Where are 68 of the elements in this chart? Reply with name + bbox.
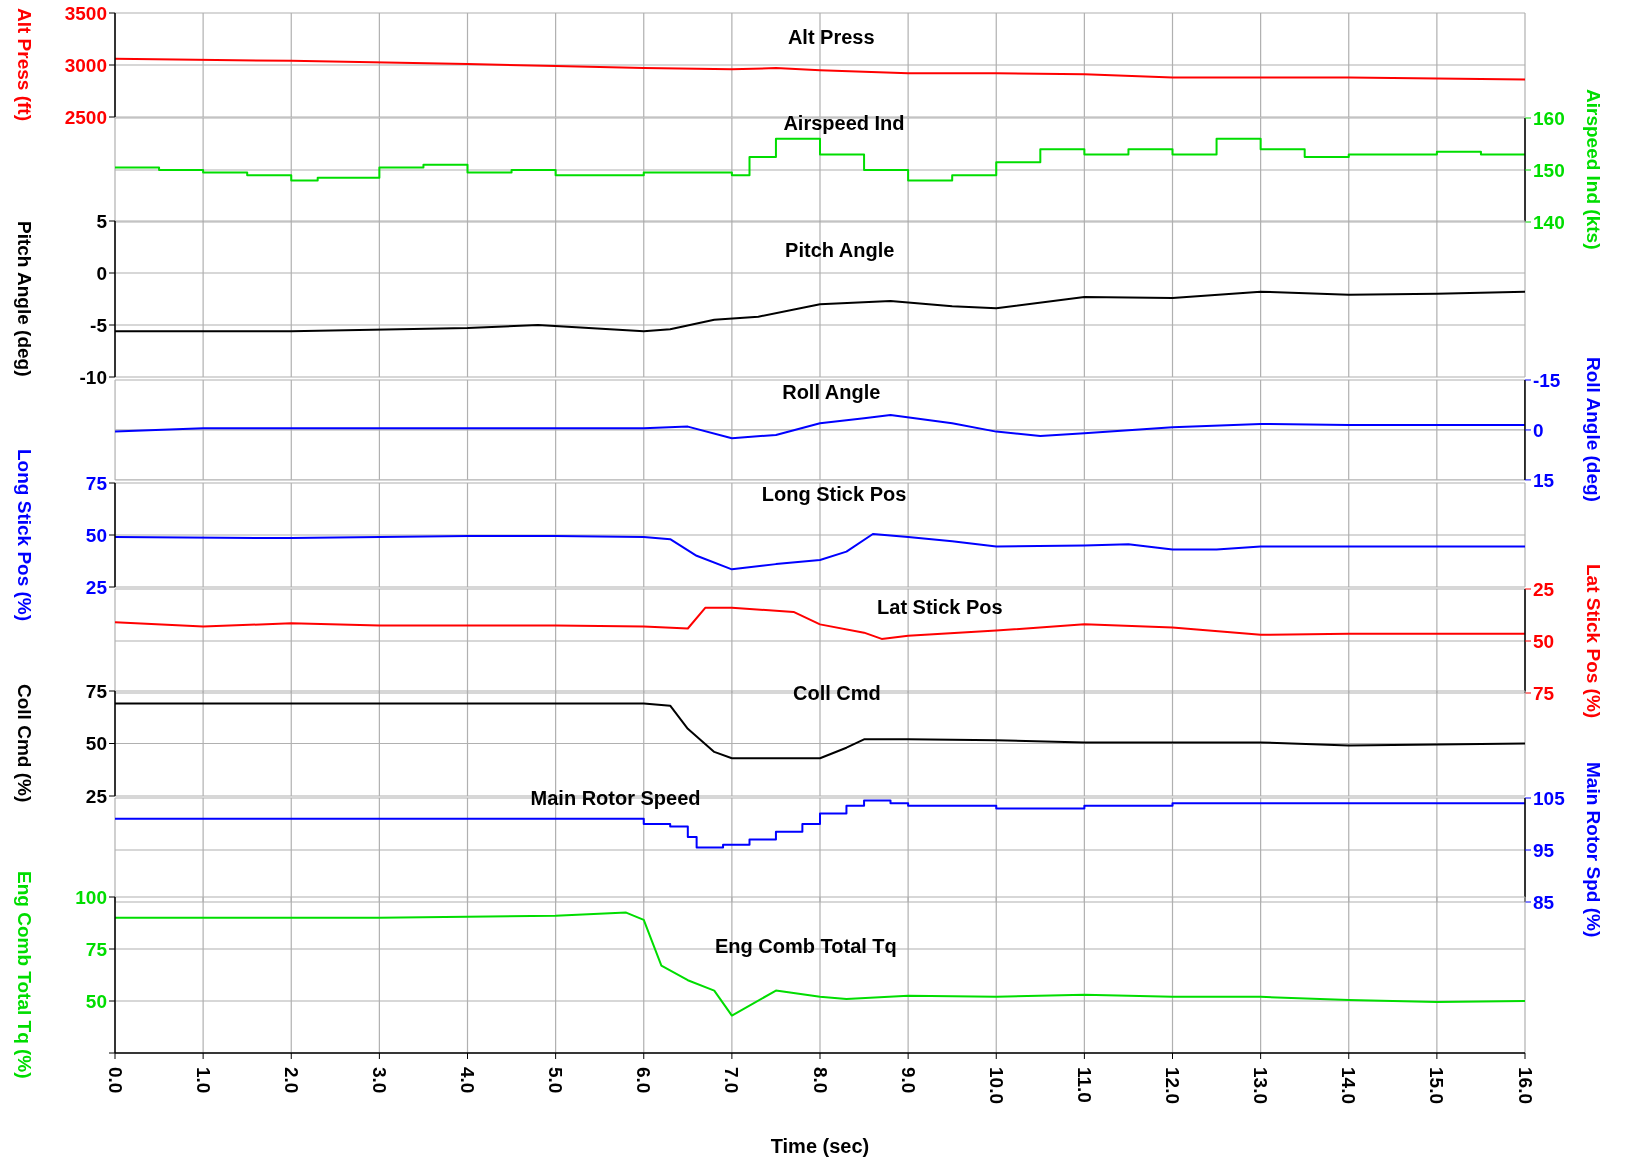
y-tick-label: 100 [75,886,107,908]
x-tick-label: 4.0 [457,1066,478,1093]
line-series [115,532,1525,570]
chart-title: Main Rotor Speed [530,786,701,810]
x-tick-label: 2.0 [280,1066,302,1093]
y2-axis-title: Lat Stick Pos (%) [1582,563,1604,718]
y2-axis-title: Airspeed Ind (kts) [1582,89,1604,250]
y2-tick-label: 140 [1533,211,1565,233]
x-tick-label: 9.0 [897,1066,919,1093]
x-tick-label: 0.0 [104,1066,126,1093]
x-tick-label: 16.0 [1514,1066,1536,1104]
y-axis-title: Eng Comb Total Tq (%) [13,870,35,1079]
x-axis-title: Time (sec) [770,1134,870,1158]
y2-tick-label: 85 [1533,891,1555,913]
y-tick-label: 0 [96,262,107,284]
x-tick-label: 10.0 [985,1066,1007,1104]
y-tick-label: 25 [85,785,108,807]
x-tick-label: 1.0 [192,1066,214,1093]
x-tick-label: 8.0 [809,1066,831,1093]
y-tick-label: -10 [79,366,107,388]
y-tick-label: 5 [96,210,108,232]
y2-tick-label: 160 [1533,107,1565,129]
x-tick-label: 5.0 [545,1066,567,1093]
y2-tick-label: 0 [1532,419,1544,441]
chart-title: Coll Cmd [793,681,881,705]
y2-tick-label: -15 [1532,369,1561,391]
y-tick-label: 75 [85,472,108,494]
y2-tick-label: 105 [1533,787,1566,809]
y-axis-title: Long Stick Pos (%) [13,448,35,621]
x-tick-label: 14.0 [1338,1066,1360,1104]
y-tick-label: 50 [85,524,107,546]
y2-axis-title: Main Rotor Spd (%) [1582,762,1604,938]
y-tick-label: 50 [85,732,107,754]
x-tick-label: 12.0 [1162,1066,1183,1104]
y2-tick-label: 50 [1533,630,1555,652]
y-tick-label: -5 [90,314,108,336]
chart-title: Long Stick Pos [761,482,907,506]
y-axis-title: Coll Cmd (%) [13,683,35,803]
text: Eng Comb Total Tq [714,934,897,957]
y-tick-label: 2500 [64,106,107,128]
y2-tick-label: 150 [1533,159,1565,181]
line-series [115,413,1525,439]
x-tick-label: 6.0 [633,1066,655,1093]
x-tick-label: 11.0 [1073,1066,1095,1103]
y-axis-title: Alt Press (ft) [13,8,35,121]
y2-tick-label: 15 [1532,469,1555,491]
y-tick-label: 3500 [64,2,107,24]
y2-tick-label: 95 [1533,839,1555,861]
y-axis-title: Pitch Angle (deg) [13,220,35,377]
y-tick-label: 25 [85,576,108,598]
y-tick-label: 75 [85,938,108,960]
chart-title: Airspeed Ind [783,111,905,134]
text: Alt Press [787,25,875,48]
y2-axis-title: Roll Angle (deg) [1582,357,1604,503]
y2-tick-label: 25 [1533,578,1555,600]
x-tick-label: 15.0 [1426,1066,1448,1104]
y-tick-label: 50 [85,990,107,1012]
x-tick-label: 7.0 [721,1066,743,1093]
y-tick-label: 75 [85,680,108,702]
line-series [115,57,1525,81]
x-tick-label: 13.0 [1250,1066,1272,1104]
y2-tick-label: 75 [1533,682,1555,704]
chart-title: Lat Stick Pos [877,595,1003,619]
text: Pitch Angle [785,238,895,261]
x-tick-label: 3.0 [368,1066,390,1093]
line-series [115,911,1525,1017]
chart-title: Roll Angle [782,380,881,404]
y-tick-label: 3000 [64,54,107,76]
